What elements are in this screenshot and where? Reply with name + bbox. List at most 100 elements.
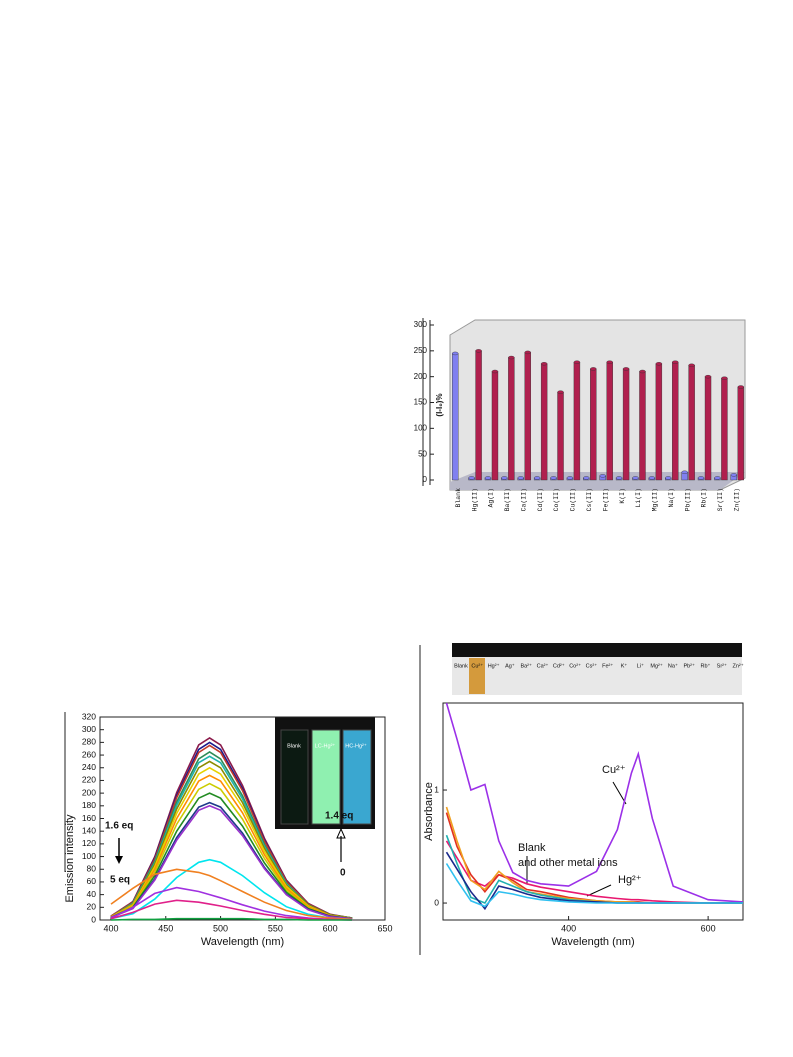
annotation: 5 eq	[110, 875, 130, 886]
y-tick-label: 0	[91, 914, 96, 924]
bar	[721, 378, 728, 481]
bar-cap	[468, 476, 475, 480]
bar-cap	[730, 473, 738, 477]
annotation: 0	[340, 868, 346, 879]
x-tick-label: Rb(I)	[701, 488, 708, 508]
bar-cap	[681, 470, 688, 474]
bar	[622, 368, 630, 481]
y-tick-label: 180	[82, 800, 96, 810]
bar-cap	[688, 363, 695, 367]
bar-cap	[721, 376, 728, 380]
series-line	[445, 840, 743, 904]
y-tick-label: 160	[82, 813, 96, 823]
bar-cap	[672, 360, 679, 364]
x-tick-label: Hg(II)	[471, 488, 478, 511]
bar-cap	[524, 350, 531, 355]
bar	[655, 363, 663, 481]
photo-label: Na⁺	[668, 662, 678, 669]
bar-cap	[599, 474, 606, 478]
y-tick-label: 150	[414, 398, 428, 407]
bar-cap	[606, 360, 613, 364]
y-tick-label: 320	[82, 711, 96, 721]
bar	[557, 391, 564, 481]
x-tick-label: Co(II)	[553, 488, 560, 511]
y-tick-label: 250	[414, 346, 428, 355]
photo-label: Sr²⁺	[717, 662, 727, 669]
photo-label: Rb⁺	[701, 662, 711, 669]
y-tick-label: 120	[82, 838, 96, 848]
bar	[737, 386, 745, 481]
vial	[342, 729, 372, 825]
x-tick-label: Zn(II)	[734, 488, 741, 511]
floor	[450, 472, 745, 490]
bar	[540, 363, 548, 481]
x-tick-label: 450	[158, 923, 173, 933]
x-tick-label: Cu(II)	[570, 488, 577, 511]
bar	[704, 376, 712, 481]
bar-cap	[491, 369, 499, 374]
y-tick-label: 80	[87, 864, 97, 874]
vial	[280, 729, 309, 825]
photo-label: Ca²⁺	[537, 662, 549, 669]
bar	[590, 368, 597, 481]
y-tick-label: 140	[82, 825, 96, 835]
bar-cap	[639, 369, 646, 374]
y-tick-label: 300	[82, 724, 96, 734]
bar-cap	[550, 476, 557, 480]
bar	[524, 352, 531, 481]
x-tick-label: 600	[701, 923, 716, 933]
y-tick-label: 1	[434, 784, 439, 794]
bar-cap	[484, 476, 492, 480]
y-tick-label: 100	[82, 851, 96, 861]
photo-label: K⁺	[621, 662, 628, 669]
arrow-head	[336, 827, 346, 839]
photo-label: Ba²⁺	[520, 662, 532, 669]
photo-label: Ag⁺	[505, 662, 515, 669]
y-tick-label: 50	[418, 449, 427, 458]
y-axis-label: Emission intensity	[64, 814, 76, 903]
series-line	[110, 804, 353, 920]
x-tick-label: K(I)	[619, 488, 626, 504]
series-line	[110, 899, 353, 921]
bar-cap	[622, 367, 630, 371]
y-tick-label: 0	[423, 475, 428, 484]
inset-label: LC-Hg²⁺	[315, 742, 336, 749]
bar-cap	[540, 362, 548, 366]
bar	[672, 362, 679, 481]
y-axis-label: Absorbance	[423, 782, 435, 841]
y-tick-label: 260	[82, 749, 96, 759]
inset-label: Blank	[287, 743, 301, 749]
x-tick-label: 400	[103, 923, 118, 933]
bar	[688, 365, 695, 481]
arrow-head	[115, 856, 123, 864]
annotation: Hg²⁺	[618, 874, 642, 886]
y-tick-label: 0	[434, 897, 439, 907]
y-tick-label: 100	[414, 423, 428, 432]
bar-cap	[475, 349, 482, 353]
y-tick-label: 240	[82, 762, 96, 772]
photo-label: Zn²⁺	[733, 662, 744, 669]
x-tick-label: Sr(II)	[717, 488, 724, 511]
bar-cap	[508, 355, 515, 360]
bar-cap	[632, 476, 639, 480]
y-tick-label: 40	[87, 889, 97, 899]
bar-cap	[697, 476, 705, 480]
bar-cap	[714, 476, 721, 480]
x-tick-label: Blank	[455, 488, 462, 508]
bar	[606, 362, 613, 481]
photo-label: Hg²⁺	[488, 662, 500, 669]
x-tick-label: Fe(II)	[602, 488, 609, 511]
inset-label: HC-Hg²⁺	[345, 742, 367, 749]
x-tick-label: Li(I)	[635, 488, 642, 508]
x-tick-label: 550	[268, 923, 283, 933]
bar-cap	[451, 351, 459, 356]
vial	[311, 729, 341, 825]
photo-label: Li⁺	[637, 662, 644, 669]
series-line	[110, 868, 353, 921]
arrow	[586, 884, 612, 897]
x-axis-label: Wavelength (nm)	[201, 936, 284, 948]
photo-label: Cd²⁺	[553, 662, 565, 669]
bar	[508, 357, 515, 481]
bar	[475, 350, 482, 481]
